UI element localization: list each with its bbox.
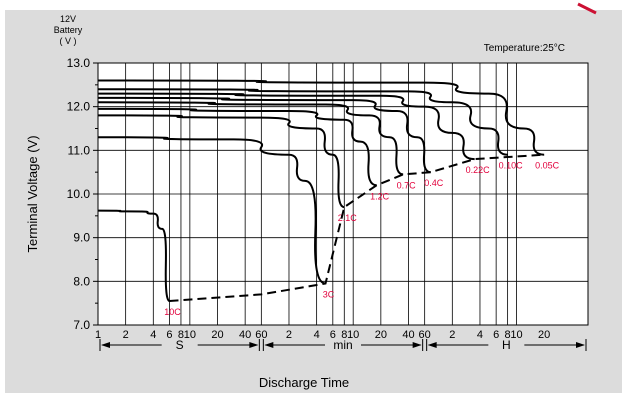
series-label: 0.7C: [397, 180, 417, 190]
x-tick-label: 4: [314, 329, 320, 341]
x-tick-label: 60: [255, 329, 267, 341]
series-label: 1.2C: [370, 191, 390, 201]
y-tick-label: 8.0: [73, 274, 90, 288]
x-axis-label: Discharge Time: [259, 375, 349, 390]
x-unit-label: min: [333, 338, 352, 352]
unit-arrow-left-icon: [427, 342, 437, 348]
x-tick-label: 20: [538, 329, 550, 341]
y-tick-label: 12.0: [67, 100, 91, 114]
x-tick-label: 8: [178, 329, 184, 341]
series-line: [97, 88, 508, 156]
y-axis-label: Terminal Voltage (V): [25, 135, 40, 252]
x-tick-label: 2: [123, 329, 129, 341]
series-line: [97, 107, 377, 187]
series-label: 0.10C: [499, 161, 524, 171]
x-tick-label: 10: [510, 329, 522, 341]
panel-label-line3: ( V ): [60, 36, 77, 46]
x-unit-label: H: [502, 338, 511, 352]
unit-arrow-left-icon: [264, 342, 274, 348]
corner-arrow-icon: [577, 2, 597, 15]
plot-area: 13.012.011.010.09.08.07.01 2 4 6 8 10 20 40 60 2 4…: [67, 56, 589, 352]
panel-label-line1: 12V: [60, 14, 76, 24]
series-line: [97, 92, 475, 161]
series-line: [97, 96, 431, 174]
x-tick-label: 6: [330, 329, 336, 341]
x-tick-label: 10: [347, 329, 359, 341]
x-tick-label: 1: [95, 329, 101, 341]
y-tick-label: 10.0: [67, 187, 91, 201]
panel-label-line2: Battery: [54, 25, 83, 35]
x-tick-label: 20: [375, 329, 387, 341]
x-tick-label: 40: [239, 329, 251, 341]
x-tick-label: 20: [211, 329, 223, 341]
series-line: [97, 101, 404, 176]
y-tick-label: 11.0: [68, 143, 91, 157]
x-tick-label: 6: [166, 329, 172, 341]
end-voltage-dashed-line: [169, 153, 545, 302]
x-tick-label: 2: [286, 329, 292, 341]
series-line: [97, 136, 326, 285]
x-tick-label: 10: [184, 329, 196, 341]
x-tick-label: 40: [402, 329, 414, 341]
x-tick-label: 8: [505, 329, 511, 341]
series-label: 0.4C: [424, 178, 444, 188]
unit-arrow-right-icon: [249, 342, 259, 348]
series-line: [97, 114, 345, 209]
x-tick-label: 8: [341, 329, 347, 341]
y-tick-label: 9.0: [73, 231, 90, 245]
x-tick-label: 2: [449, 329, 455, 341]
unit-arrow-right-icon: [576, 342, 585, 348]
x-tick-label: 60: [419, 329, 431, 341]
y-tick-label: 13.0: [67, 56, 91, 70]
unit-arrow-left-icon: [101, 342, 110, 348]
series-label: 3C: [323, 290, 335, 300]
series-label: 10C: [164, 307, 181, 317]
x-tick-label: 4: [150, 329, 156, 341]
series-label: 0.22C: [466, 165, 491, 175]
temperature-note: Temperature:25°C: [484, 43, 565, 54]
unit-arrow-right-icon: [412, 342, 422, 348]
x-tick-label: 4: [477, 329, 483, 341]
x-unit-label: S: [176, 338, 184, 352]
series-label: 2.1C: [338, 213, 358, 223]
y-tick-label: 7.0: [73, 318, 90, 332]
x-tick-label: 6: [493, 329, 499, 341]
series-line: [97, 209, 170, 302]
series-line: [97, 79, 545, 156]
series-label: 0.05C: [535, 161, 560, 171]
